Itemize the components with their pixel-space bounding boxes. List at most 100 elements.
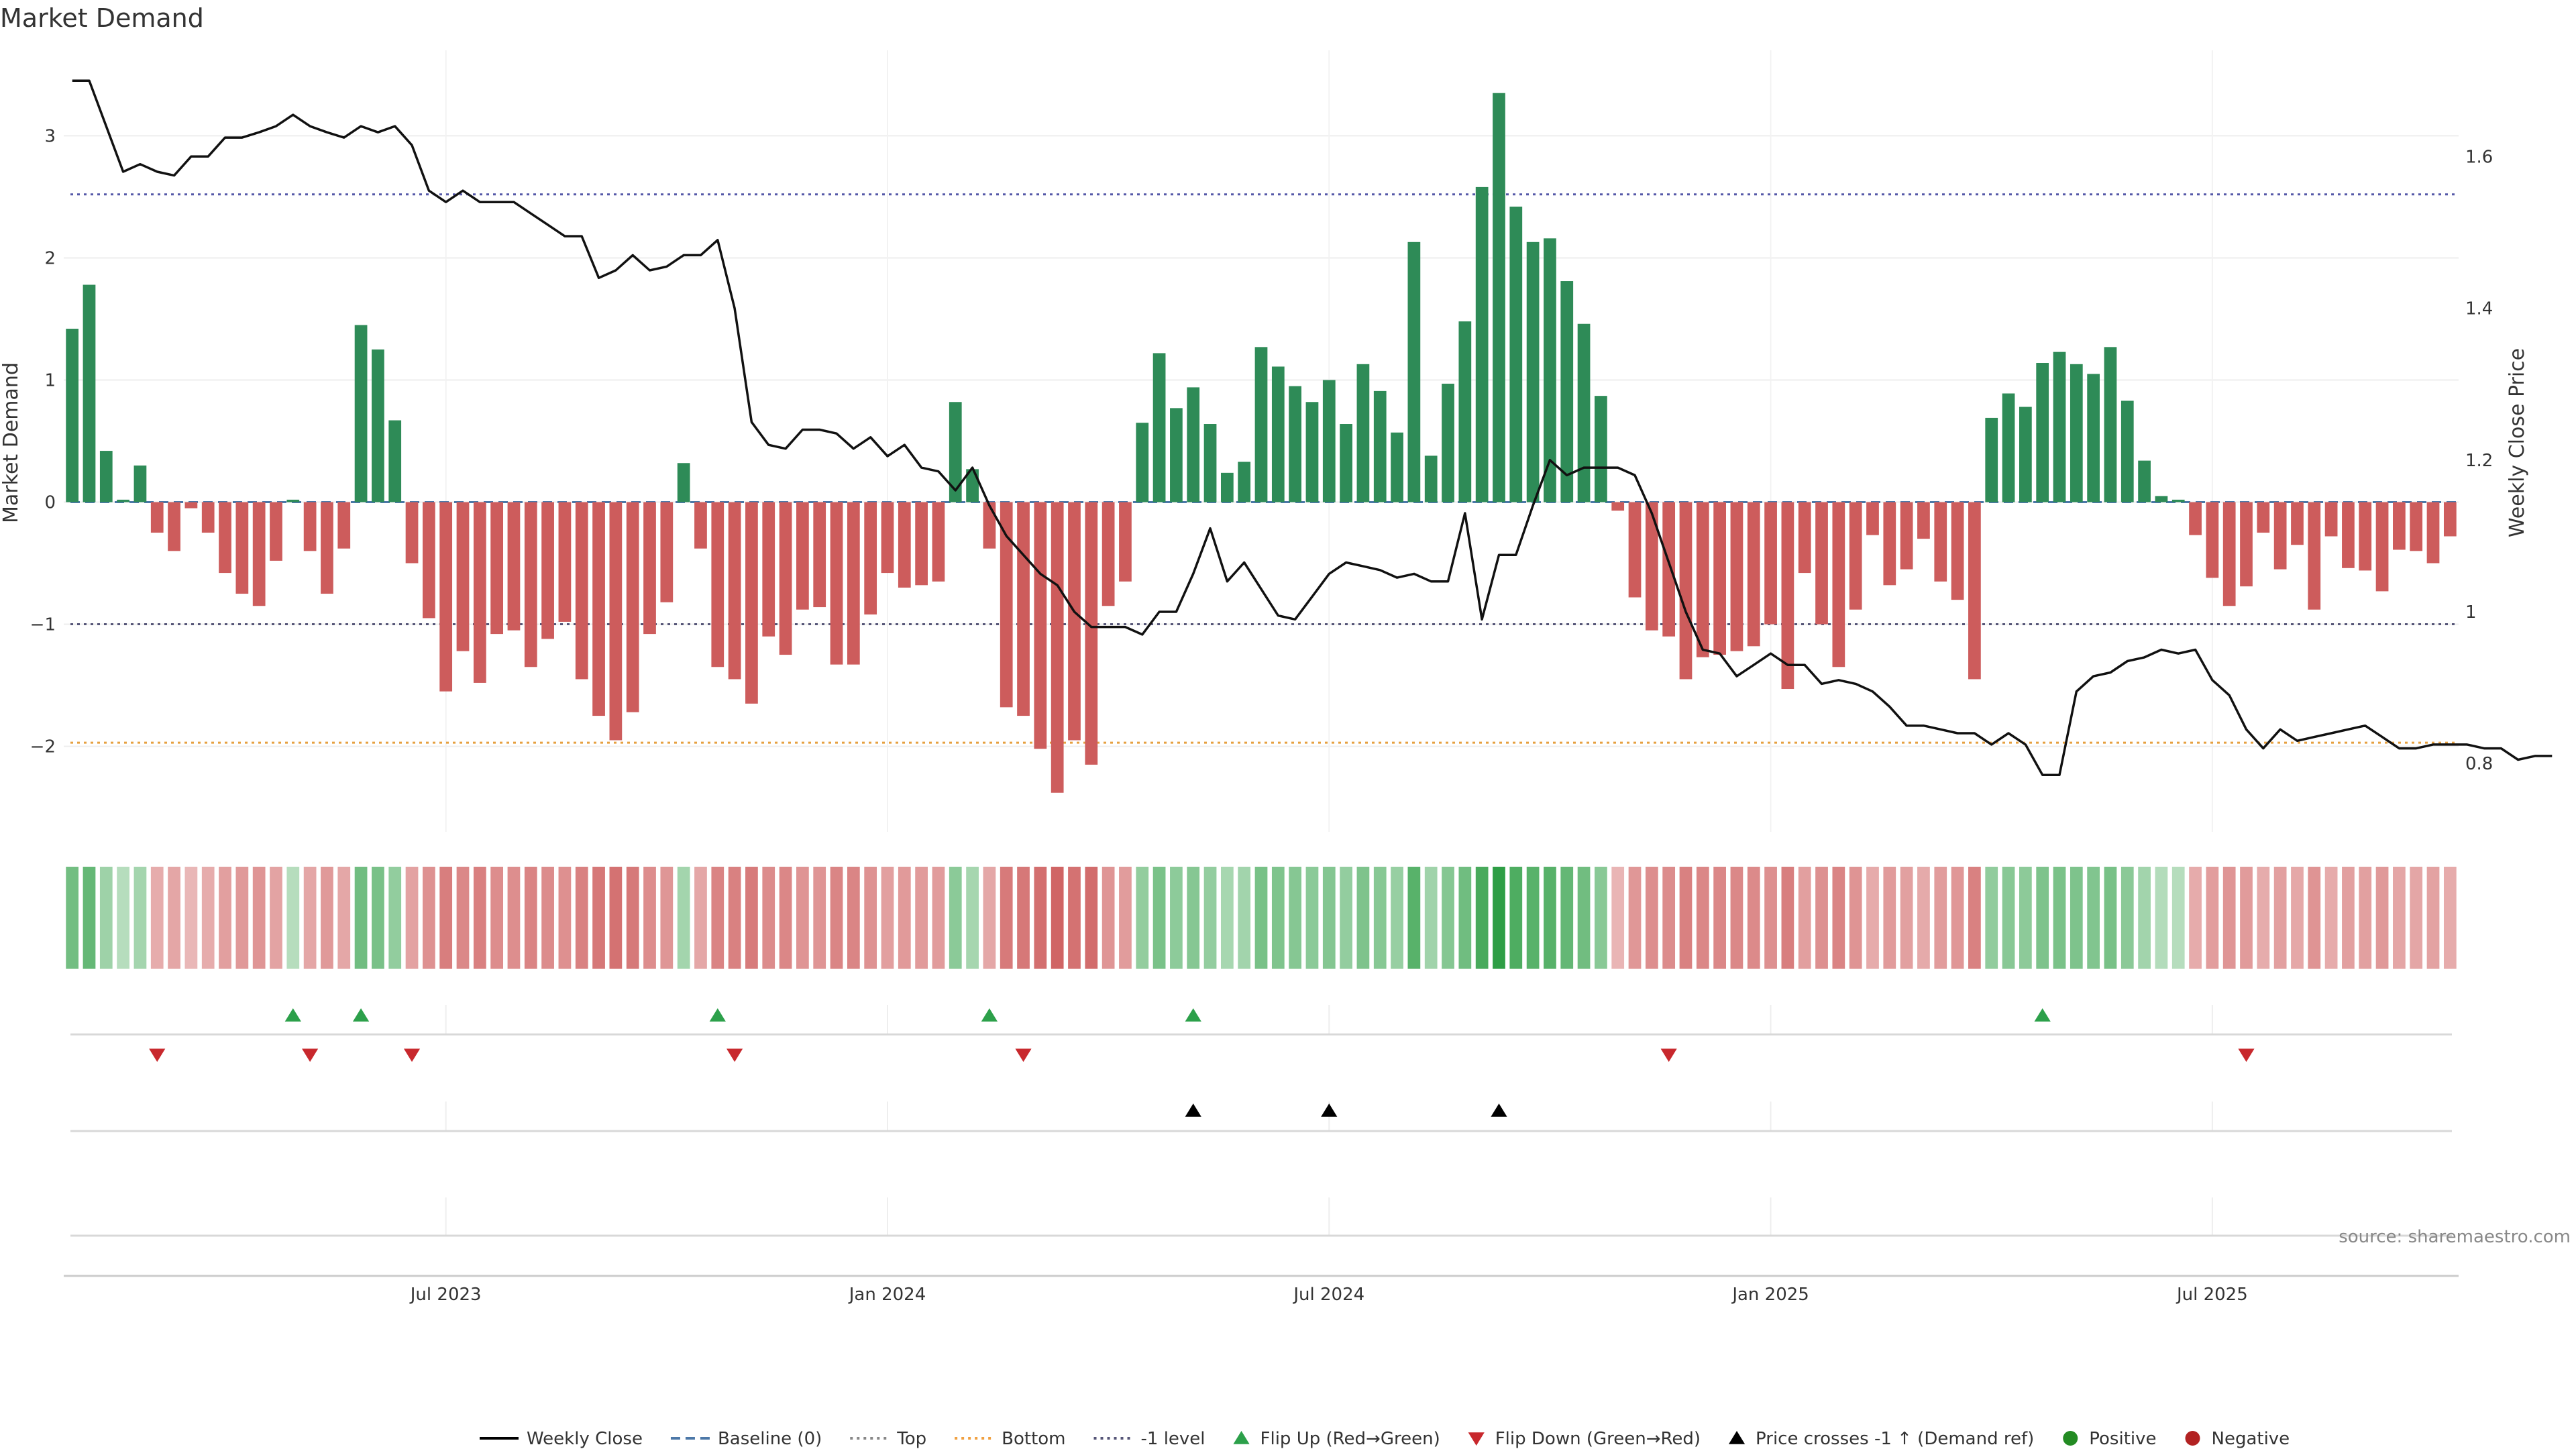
heat-cell (2171, 867, 2185, 969)
heat-cell (779, 867, 792, 969)
heat-cell (626, 867, 639, 969)
heat-cell (2308, 867, 2321, 969)
demand-bar (2036, 363, 2049, 502)
heat-cell (932, 867, 945, 969)
heat-cell (762, 867, 775, 969)
legend-swatch (1233, 1431, 1250, 1444)
demand-bar (643, 502, 656, 635)
heat-cell (1442, 867, 1454, 969)
demand-bar (2206, 502, 2219, 578)
heat-cell (830, 867, 843, 969)
heat-cell (1085, 867, 1098, 969)
heat-cell (1713, 867, 1726, 969)
demand-bar (1322, 380, 1336, 502)
demand-bar (422, 502, 435, 619)
flip-down-marker (1015, 1049, 1032, 1062)
demand-bar (321, 502, 333, 594)
heat-cell (1645, 867, 1658, 969)
demand-bar (439, 502, 453, 692)
heat-cell (372, 867, 384, 969)
demand-bar (864, 502, 877, 614)
heat-cell (1340, 867, 1352, 969)
heat-cell (1526, 867, 1540, 969)
demand-bar (1187, 387, 1200, 502)
demand-bar (2375, 502, 2389, 592)
heat-cell (2410, 867, 2423, 969)
demand-bar (2324, 502, 2338, 537)
heat-cell (2273, 867, 2287, 969)
legend-label: Top (896, 1429, 926, 1449)
heat-cell (541, 867, 554, 969)
heat-cell (270, 867, 282, 969)
demand-bar (1815, 502, 1828, 625)
legend-item: Positive (2063, 1429, 2157, 1449)
demand-bar (1917, 502, 1930, 539)
flip-down-marker (302, 1049, 319, 1062)
demand-bar (405, 502, 419, 564)
heat-cell (168, 867, 180, 969)
demand-bar (235, 502, 249, 594)
heat-cell (456, 867, 470, 969)
demand-bar (1152, 353, 1166, 502)
heat-cell (694, 867, 707, 969)
heat-cell (66, 867, 79, 969)
heat-cell (847, 867, 860, 969)
demand-bar (1458, 321, 1472, 502)
flip-up-marker (284, 1008, 301, 1022)
demand-bar (2002, 393, 2015, 502)
demand-bar (694, 502, 707, 549)
demand-bar (1951, 502, 1964, 600)
heat-cell (643, 867, 656, 969)
heat-cell (1900, 867, 1913, 969)
demand-bar (1340, 424, 1352, 502)
heat-cell (99, 867, 113, 969)
demand-bar (796, 502, 809, 610)
heat-cell (1560, 867, 1574, 969)
heat-cell (558, 867, 572, 969)
demand-bar (2222, 502, 2236, 606)
demand-bar (1085, 502, 1098, 765)
demand-bar (1391, 432, 1403, 502)
demand-bar (2257, 502, 2270, 533)
heat-cell (898, 867, 911, 969)
demand-bar (881, 502, 894, 574)
demand-bar (1271, 366, 1285, 502)
x-tick-label: Jul 2024 (1292, 1285, 1364, 1305)
heat-cell (949, 867, 962, 969)
demand-bars (66, 93, 2457, 793)
x-tick-label: Jul 2023 (409, 1285, 482, 1305)
demand-bar (1900, 502, 1913, 570)
demand-bar (1968, 502, 1981, 680)
heat-cell (813, 867, 826, 969)
heat-cell (1849, 867, 1862, 969)
demand-bar (1203, 424, 1217, 502)
heat-cell (1934, 867, 1947, 969)
heat-cell (1611, 867, 1625, 969)
legend-label: Flip Down (Green→Red) (1495, 1429, 1701, 1449)
demand-bar (983, 502, 996, 549)
heat-cell (1458, 867, 1472, 969)
demand-bar (626, 502, 639, 712)
demand-bar (337, 502, 351, 549)
demand-bar (541, 502, 554, 639)
demand-bar (1628, 502, 1642, 598)
heat-cell (1391, 867, 1403, 969)
heat-cell (1679, 867, 1693, 969)
heat-cell (677, 867, 690, 969)
demand-bar (2019, 407, 2032, 502)
flip-down-marker (403, 1049, 421, 1062)
legend-label: Flip Up (Red→Green) (1260, 1429, 1440, 1449)
heat-cell (1203, 867, 1217, 969)
flip-down-marker (149, 1049, 166, 1062)
heat-cell (201, 867, 215, 969)
heat-cell (2104, 867, 2117, 969)
heat-cell (2070, 867, 2083, 969)
demand-bar (915, 502, 928, 586)
heat-cell (1595, 867, 1607, 969)
heat-cell (1170, 867, 1183, 969)
legend-item: Price crosses -1 ↑ (Demand ref) (1728, 1429, 2034, 1449)
heat-cell (1152, 867, 1166, 969)
demand-bar (133, 465, 147, 502)
flip-up-marker (1185, 1008, 1201, 1022)
